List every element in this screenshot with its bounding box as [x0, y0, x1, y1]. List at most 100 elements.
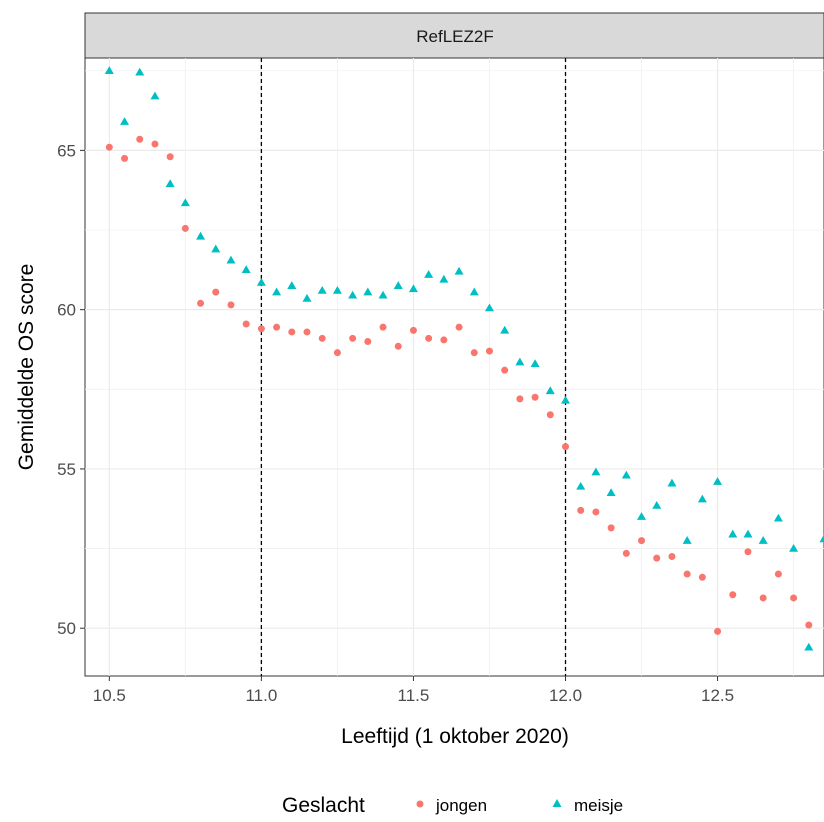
point-meisje	[287, 281, 297, 289]
x-tick-label: 10.5	[93, 686, 126, 705]
point-meisje	[332, 285, 342, 294]
point-meisje	[591, 467, 601, 476]
point-meisje	[697, 494, 707, 503]
point-meisje	[241, 265, 251, 274]
point-meisje	[530, 359, 540, 368]
point-meisje	[515, 357, 525, 366]
point-meisje	[773, 513, 783, 522]
point-jongen	[136, 135, 144, 143]
point-jongen	[805, 621, 813, 629]
y-tick-label: 55	[57, 460, 76, 479]
point-meisje	[621, 470, 631, 479]
data-points	[104, 66, 824, 651]
point-meisje	[606, 488, 616, 497]
point-meisje	[272, 287, 282, 296]
point-jongen	[166, 153, 174, 161]
point-jongen	[774, 570, 782, 578]
point-meisje	[469, 287, 479, 296]
point-jongen	[349, 334, 357, 342]
y-axis: 50 55 60 65	[57, 141, 85, 638]
legend-label-jongen: jongen	[435, 796, 487, 815]
point-meisje	[150, 91, 160, 100]
point-meisje	[439, 274, 449, 283]
point-jongen	[455, 323, 463, 331]
point-jongen	[577, 506, 585, 514]
point-meisje	[363, 287, 373, 296]
point-jongen	[425, 334, 433, 342]
point-jongen	[197, 299, 205, 307]
point-jongen	[318, 334, 326, 342]
point-jongen	[759, 594, 767, 602]
point-jongen	[607, 524, 615, 532]
point-meisje	[713, 477, 723, 485]
point-jongen	[668, 553, 676, 561]
point-meisje	[317, 285, 327, 294]
point-meisje	[393, 281, 403, 289]
legend-key-meisje	[552, 799, 562, 807]
point-jongen	[288, 328, 296, 336]
point-jongen	[364, 338, 372, 346]
point-meisje	[682, 536, 692, 544]
facet-label: RefLEZ2F	[416, 27, 493, 46]
point-meisje	[424, 270, 434, 278]
point-jongen	[592, 508, 600, 516]
point-jongen	[485, 347, 493, 355]
y-axis-title: Gemiddelde OS score	[15, 264, 38, 471]
legend-label-meisje: meisje	[574, 796, 623, 815]
point-meisje	[180, 198, 190, 207]
point-meisje	[348, 290, 358, 299]
point-jongen	[622, 549, 630, 557]
point-jongen	[212, 288, 220, 296]
point-jongen	[273, 323, 281, 331]
y-tick-label: 50	[57, 619, 76, 638]
plot-panel	[84, 57, 824, 677]
point-meisje	[758, 536, 768, 544]
point-jongen	[242, 320, 250, 328]
point-meisje	[728, 529, 738, 538]
point-meisje	[196, 231, 206, 240]
point-jongen	[683, 570, 691, 578]
point-jongen	[303, 328, 311, 336]
point-meisje	[302, 293, 312, 302]
point-meisje	[652, 500, 662, 509]
point-meisje	[165, 179, 175, 188]
point-jongen	[257, 325, 265, 333]
point-meisje	[819, 534, 824, 543]
x-tick-label: 12.5	[701, 686, 734, 705]
point-meisje	[667, 478, 677, 487]
point-jongen	[151, 140, 159, 148]
reference-lines	[260, 58, 567, 676]
point-jongen	[379, 323, 387, 331]
point-jongen	[729, 591, 737, 599]
point-jongen	[440, 336, 448, 344]
point-jongen	[714, 627, 722, 635]
point-jongen	[394, 342, 402, 350]
facet-strip	[84, 12, 824, 59]
point-meisje	[256, 277, 266, 286]
point-jongen	[227, 301, 235, 309]
point-jongen	[653, 554, 661, 562]
point-jongen	[562, 443, 570, 451]
point-jongen	[744, 548, 752, 556]
point-jongen	[501, 366, 509, 374]
point-meisje	[135, 67, 145, 76]
point-meisje	[120, 117, 130, 125]
point-meisje	[576, 481, 586, 490]
point-meisje	[637, 512, 647, 520]
point-jongen	[516, 395, 524, 403]
x-tick-label: 11.0	[245, 686, 277, 705]
point-jongen	[105, 143, 113, 151]
y-tick-label: 65	[57, 141, 76, 160]
point-meisje	[561, 395, 571, 404]
point-meisje	[804, 642, 814, 651]
point-meisje	[500, 325, 510, 334]
point-jongen	[638, 537, 646, 545]
point-meisje	[226, 255, 236, 264]
grid	[85, 58, 824, 676]
point-jongen	[531, 393, 539, 401]
point-jongen	[181, 224, 189, 232]
legend: Geslacht jongen meisje	[282, 794, 623, 817]
point-jongen	[333, 349, 341, 357]
x-tick-label: 12.0	[549, 686, 582, 705]
point-meisje	[104, 66, 114, 74]
